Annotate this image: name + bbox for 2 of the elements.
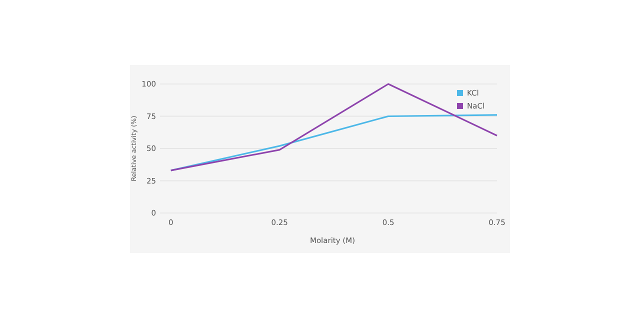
line-series — [170, 114, 498, 172]
line-series — [170, 83, 498, 172]
